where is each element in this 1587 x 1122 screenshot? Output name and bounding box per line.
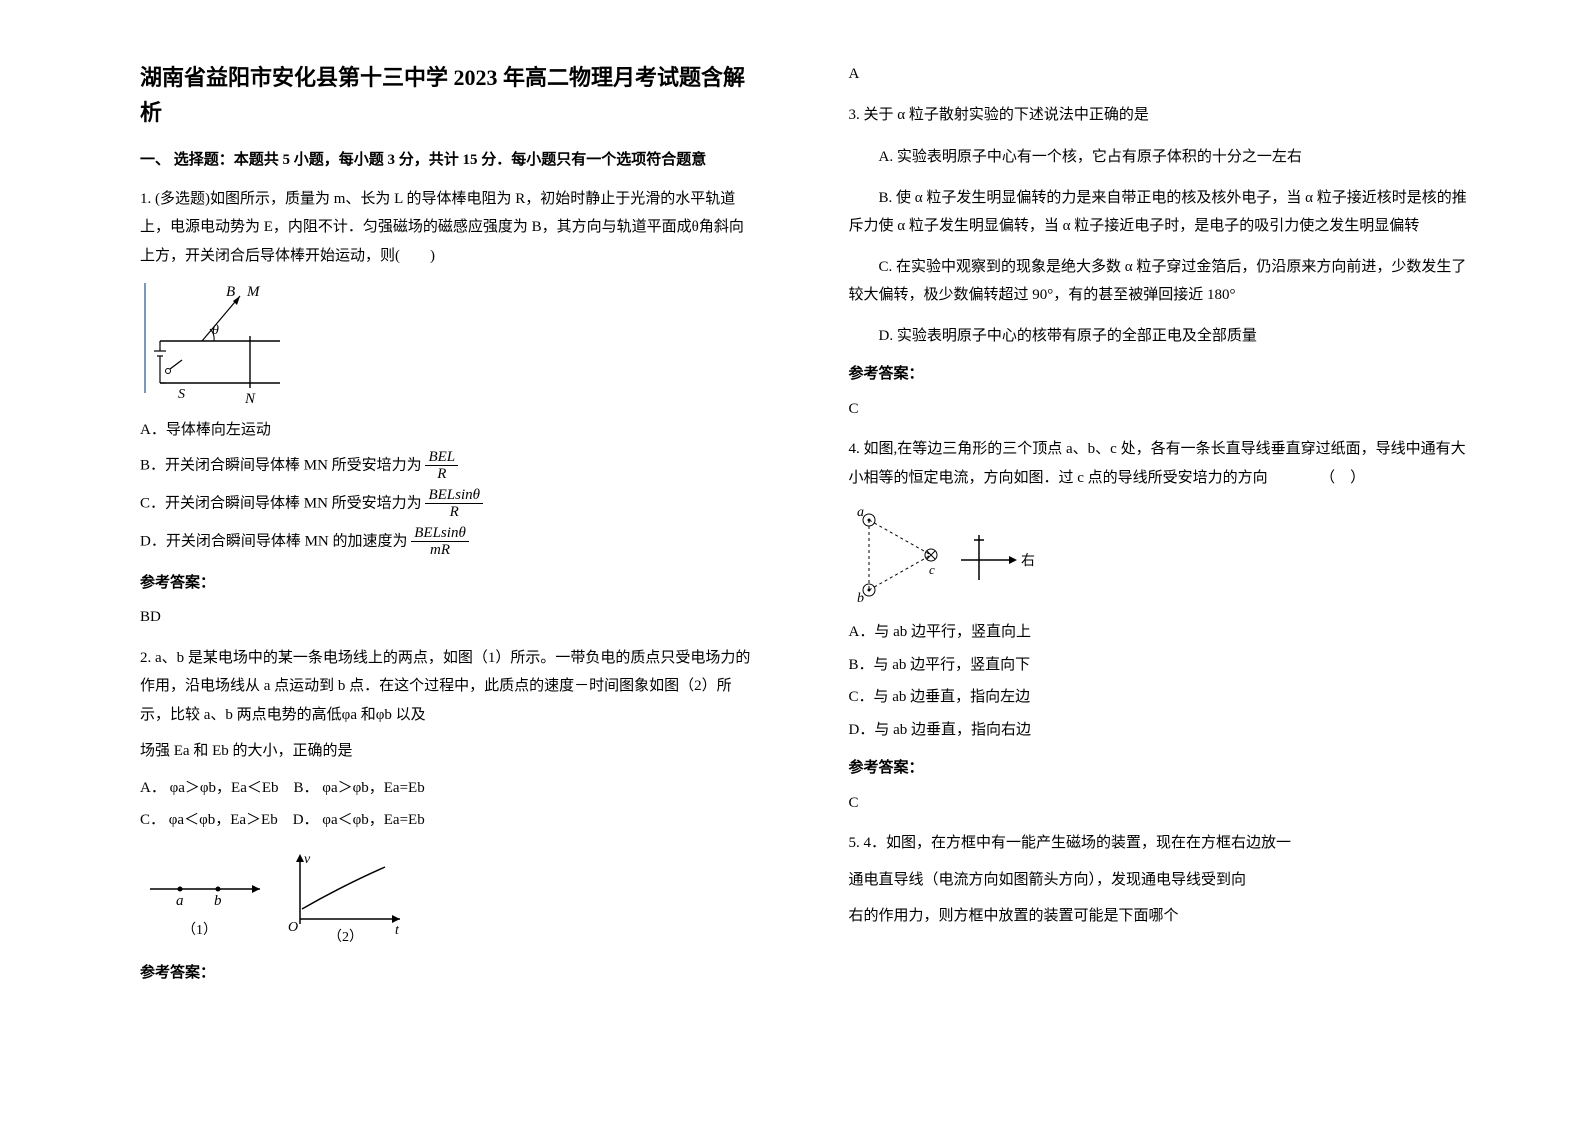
svg-text:B: B bbox=[226, 284, 235, 300]
q1-answer-heading: 参考答案： bbox=[140, 569, 759, 598]
section-1-heading: 一、 选择题：本题共 5 小题，每小题 3 分，共计 15 分．每小题只有一个选… bbox=[140, 146, 759, 175]
svg-text:v: v bbox=[304, 852, 311, 867]
doc-title: 湖南省益阳市安化县第十三中学 2023 年高二物理月考试题含解析 bbox=[140, 60, 759, 130]
q3-option-b: B. 使 α 粒子发生明显偏转的力是来自带正电的核及核外电子，当 α 粒子接近核… bbox=[849, 184, 1468, 241]
q2-options-ab: A． φa＞φb，Ea＜Eb B． φa＞φb，Ea=Eb bbox=[140, 774, 759, 803]
q4-option-c: C．与 ab 边垂直，指向左边 bbox=[849, 683, 1468, 712]
svg-text:O: O bbox=[288, 920, 298, 935]
q5-stem-1: 5. 4．如图，在方框中有一能产生磁场的装置，现在在方框右边放一 bbox=[849, 829, 1468, 858]
q1-option-a: A．导体棒向左运动 bbox=[140, 416, 759, 445]
q5-stem-3: 右的作用力，则方框中放置的装置可能是下面哪个 bbox=[849, 902, 1468, 931]
left-column: 湖南省益阳市安化县第十三中学 2023 年高二物理月考试题含解析 一、 选择题：… bbox=[110, 60, 804, 1082]
right-column: A 3. 关于 α 粒子散射实验的下述说法中正确的是 A. 实验表明原子中心有一… bbox=[804, 60, 1498, 1082]
svg-text:S: S bbox=[178, 387, 185, 402]
q1-optB-text: B．开关闭合瞬间导体棒 MN 所受安培力为 bbox=[140, 457, 425, 473]
q3-stem: 3. 关于 α 粒子散射实验的下述说法中正确的是 bbox=[849, 101, 1468, 130]
question-2: 2. a、b 是某电场中的某一条电场线上的两点，如图（1）所示。一带负电的质点只… bbox=[140, 644, 759, 988]
q2-stem: 2. a、b 是某电场中的某一条电场线上的两点，如图（1）所示。一带负电的质点只… bbox=[140, 644, 759, 730]
question-5: 5. 4．如图，在方框中有一能产生磁场的装置，现在在方框右边放一 通电直导线（电… bbox=[849, 829, 1468, 931]
q4-answer: C bbox=[849, 789, 1468, 818]
q3-option-d: D. 实验表明原子中心的核带有原子的全部正电及全部质量 bbox=[849, 322, 1468, 351]
svg-text:a: a bbox=[857, 505, 864, 520]
svg-text:b: b bbox=[857, 591, 864, 606]
svg-text:（2）: （2） bbox=[328, 929, 363, 945]
svg-text:（1）: （1） bbox=[182, 922, 217, 938]
q1-option-c: C．开关闭合瞬间导体棒 MN 所受安培力为 BELsinθ R bbox=[140, 487, 759, 521]
q2-answer-heading: 参考答案： bbox=[140, 959, 759, 988]
q1-answer: BD bbox=[140, 603, 759, 632]
q1-diagram: B M θ S N bbox=[140, 278, 759, 408]
q3-option-a: A. 实验表明原子中心有一个核，它占有原子体积的十分之一左右 bbox=[849, 143, 1468, 172]
q1-optD-fraction: BELsinθ mR bbox=[411, 525, 469, 559]
q1-optB-fraction: BEL R bbox=[425, 449, 458, 483]
question-4: 4. 如图,在等边三角形的三个顶点 a、b、c 处，各有一条长直导线垂直穿过纸面… bbox=[849, 435, 1468, 817]
question-3: 3. 关于 α 粒子散射实验的下述说法中正确的是 A. 实验表明原子中心有一个核… bbox=[849, 101, 1468, 424]
question-1: 1. (多选题)如图所示，质量为 m、长为 L 的导体棒电阻为 R，初始时静止于… bbox=[140, 185, 759, 632]
q4-option-a: A．与 ab 边平行，竖直向上 bbox=[849, 618, 1468, 647]
svg-text:右: 右 bbox=[1021, 553, 1035, 569]
q1-optC-fraction: BELsinθ R bbox=[425, 487, 483, 521]
svg-text:N: N bbox=[244, 391, 256, 407]
q4-diagram: a b c 右 bbox=[849, 500, 1468, 610]
q2-options-cd: C． φa＜φb，Ea＞Eb D． φa＜φb，Ea=Eb bbox=[140, 806, 759, 835]
q2-answer: A bbox=[849, 60, 1468, 89]
q3-answer: C bbox=[849, 395, 1468, 424]
svg-text:θ: θ bbox=[212, 323, 219, 338]
q1-option-b: B．开关闭合瞬间导体棒 MN 所受安培力为 BEL R bbox=[140, 449, 759, 483]
q1-stem: 1. (多选题)如图所示，质量为 m、长为 L 的导体棒电阻为 R，初始时静止于… bbox=[140, 185, 759, 271]
q2-stem2: 场强 Ea 和 Eb 的大小，正确的是 bbox=[140, 737, 759, 766]
q3-option-c: C. 在实验中观察到的现象是绝大多数 α 粒子穿过金箔后，仍沿原来方向前进，少数… bbox=[849, 253, 1468, 310]
svg-text:b: b bbox=[214, 893, 222, 909]
q5-stem-2: 通电直导线（电流方向如图箭头方向），发现通电导线受到向 bbox=[849, 866, 1468, 895]
svg-text:M: M bbox=[246, 284, 261, 300]
q1-option-d: D．开关闭合瞬间导体棒 MN 的加速度为 BELsinθ mR bbox=[140, 525, 759, 559]
svg-text:c: c bbox=[929, 562, 935, 577]
q4-option-d: D．与 ab 边垂直，指向右边 bbox=[849, 716, 1468, 745]
q4-stem: 4. 如图,在等边三角形的三个顶点 a、b、c 处，各有一条长直导线垂直穿过纸面… bbox=[849, 435, 1468, 492]
q2-diagram: a b （1） v t O （2） bbox=[140, 849, 759, 949]
q1-optC-text: C．开关闭合瞬间导体棒 MN 所受安培力为 bbox=[140, 495, 425, 511]
q1-optD-text: D．开关闭合瞬间导体棒 MN 的加速度为 bbox=[140, 533, 411, 549]
q3-answer-heading: 参考答案： bbox=[849, 360, 1468, 389]
q4-option-b: B．与 ab 边平行，竖直向下 bbox=[849, 651, 1468, 680]
svg-text:t: t bbox=[395, 923, 400, 938]
q4-answer-heading: 参考答案： bbox=[849, 754, 1468, 783]
svg-text:a: a bbox=[176, 893, 184, 909]
